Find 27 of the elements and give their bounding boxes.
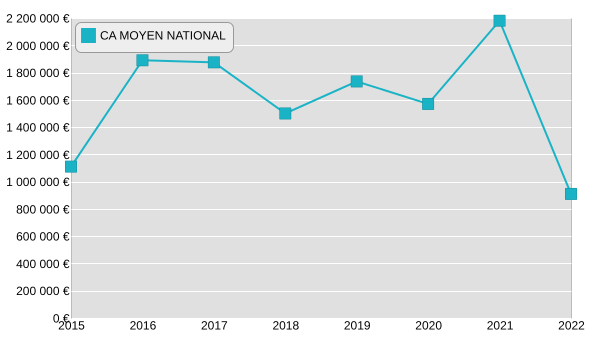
- x-tick-label: 2016: [130, 318, 157, 332]
- legend-label: CA MOYEN NATIONAL: [100, 28, 226, 42]
- y-tick-label: 600 000 €: [16, 230, 70, 244]
- y-tick-label: 2 200 000 €: [6, 12, 70, 26]
- y-tick-label: 1 600 000 €: [6, 93, 70, 108]
- y-tick-label: 2 000 000 €: [6, 38, 70, 53]
- x-tick-label: 2017: [201, 318, 228, 332]
- y-tick-label: 400 000 €: [16, 256, 70, 271]
- point: [422, 98, 434, 110]
- y-tick-label: 1 400 000 €: [6, 120, 70, 135]
- x-tick-label: 2020: [415, 318, 442, 332]
- point: [65, 160, 77, 173]
- y-tick-label: 1 800 000 €: [6, 66, 70, 80]
- x-tick-label: 2018: [272, 318, 300, 332]
- x-tick-label: 2021: [486, 318, 514, 332]
- point: [136, 54, 148, 66]
- point: [208, 56, 220, 68]
- y-tick-label: 200 000 €: [16, 284, 70, 298]
- x-tick-label: 2022: [558, 318, 586, 332]
- point: [350, 75, 363, 88]
- y-tick-label: 1 200 000 €: [6, 148, 70, 162]
- y-tick-label: 800 000 €: [16, 202, 70, 216]
- point: [565, 188, 577, 200]
- point: [494, 14, 506, 27]
- y-tick-label: 1 000 000 €: [6, 175, 70, 190]
- x-tick-label: 2019: [344, 318, 371, 332]
- point: [279, 108, 292, 120]
